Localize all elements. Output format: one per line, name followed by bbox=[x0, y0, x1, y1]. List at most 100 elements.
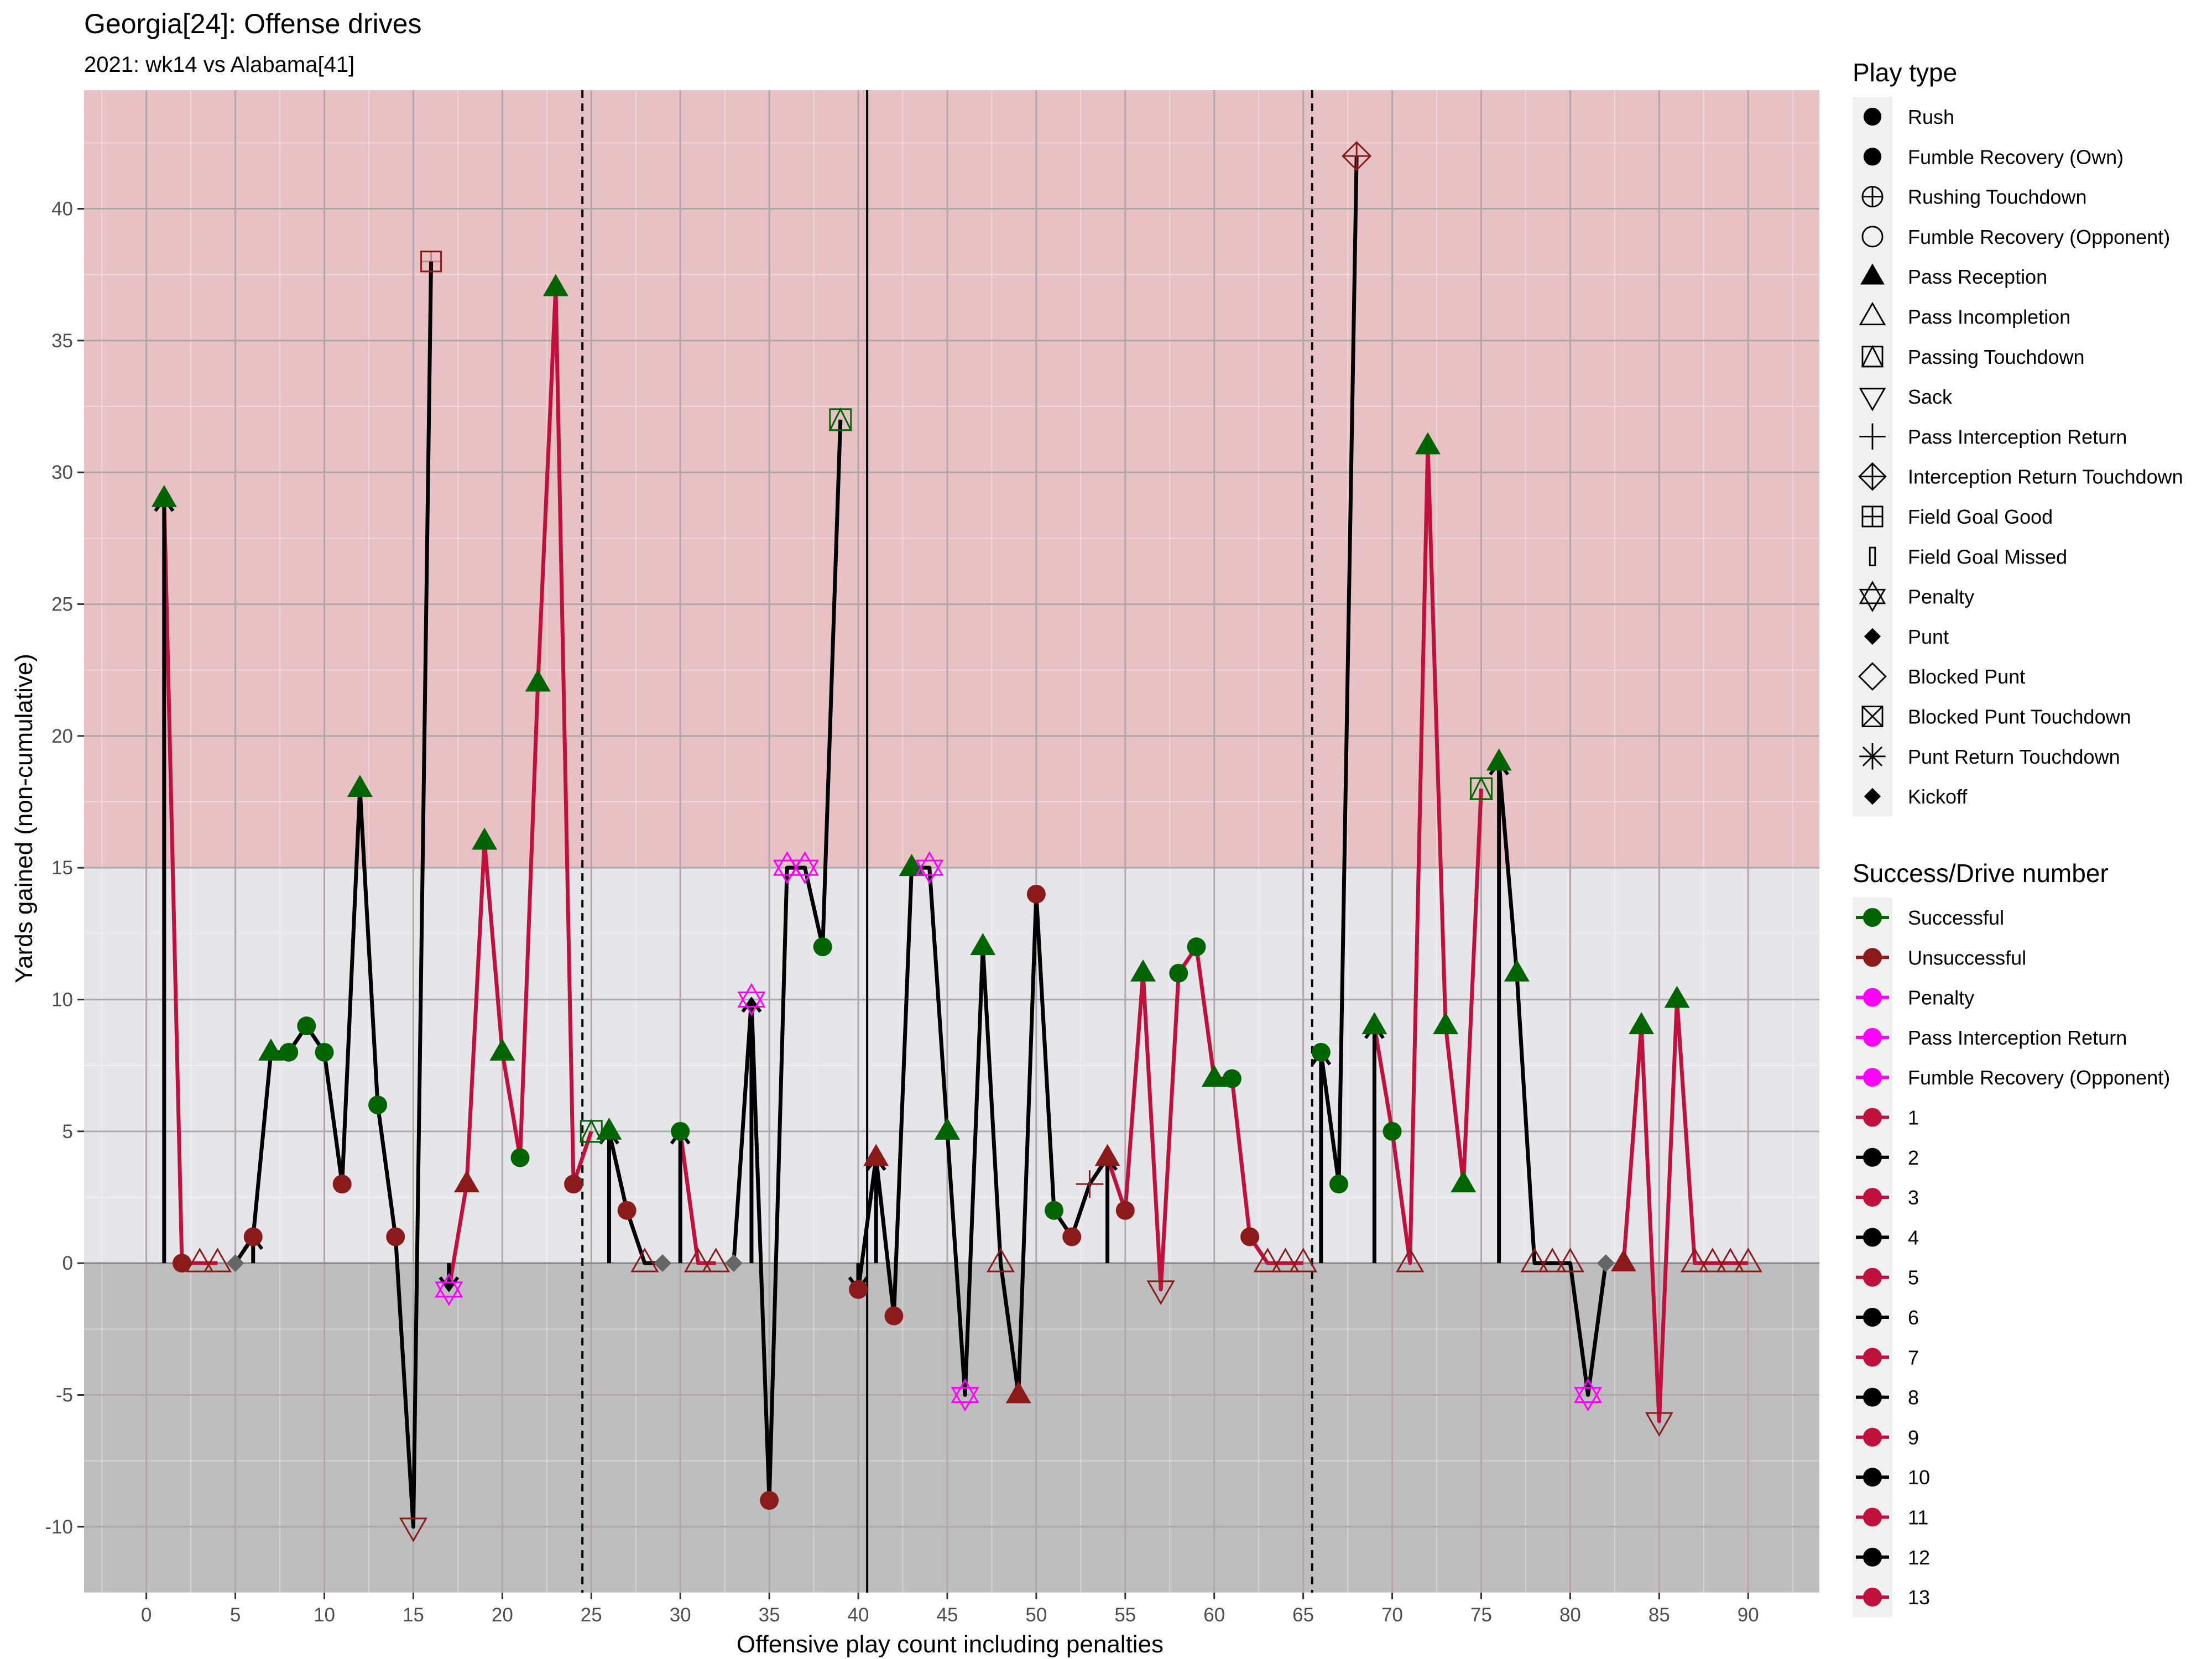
legend-label: Interception Return Touchdown bbox=[1908, 466, 2183, 488]
x-tick-label: 25 bbox=[581, 1604, 602, 1626]
play-point-29 bbox=[654, 1254, 671, 1272]
legend-label: 1 bbox=[1908, 1107, 1919, 1129]
x-tick-label: 70 bbox=[1381, 1604, 1403, 1626]
legend-dot-8 bbox=[1863, 1228, 1882, 1247]
legend-dot-16 bbox=[1863, 1547, 1882, 1567]
x-tick-label: 50 bbox=[1025, 1604, 1047, 1626]
legend-label: Pass Incompletion bbox=[1908, 306, 2070, 328]
legend-label: 2 bbox=[1908, 1146, 1919, 1169]
play-point-62 bbox=[1240, 1227, 1260, 1246]
data-points bbox=[151, 141, 1762, 1542]
play-point-38 bbox=[813, 937, 832, 957]
legend-label: Passing Touchdown bbox=[1908, 346, 2085, 368]
play-point-21 bbox=[510, 1148, 530, 1167]
play-point-37 bbox=[790, 851, 820, 885]
play-point-52 bbox=[1062, 1227, 1082, 1246]
play-point-12 bbox=[347, 775, 373, 797]
x-tick-label: 75 bbox=[1470, 1604, 1492, 1626]
y-tick-label: -5 bbox=[56, 1385, 73, 1406]
legend-dot-1 bbox=[1863, 948, 1882, 967]
legend-label: 11 bbox=[1908, 1506, 1928, 1529]
x-tick-label: 0 bbox=[141, 1604, 152, 1626]
legend-label: 5 bbox=[1908, 1266, 1919, 1289]
legend-label: Pass Reception bbox=[1908, 265, 2047, 288]
legend-label: Fumble Recovery (Opponent) bbox=[1908, 1066, 2170, 1089]
legend-label: 10 bbox=[1908, 1466, 1930, 1489]
play-point-14 bbox=[386, 1227, 405, 1246]
play-point-82 bbox=[1597, 1254, 1615, 1272]
legend-dot-10 bbox=[1863, 1308, 1882, 1327]
legend-key-1 bbox=[1863, 148, 1882, 166]
x-tick-label: 40 bbox=[848, 1604, 869, 1626]
play-point-80 bbox=[1556, 1248, 1585, 1272]
play-point-5 bbox=[226, 1254, 244, 1272]
legend-dot-9 bbox=[1863, 1267, 1882, 1287]
play-point-71 bbox=[1396, 1248, 1425, 1272]
legend-dot-0 bbox=[1863, 908, 1882, 927]
play-point-27 bbox=[617, 1201, 637, 1220]
x-tick-label: 15 bbox=[403, 1604, 424, 1626]
play-type-legend-title: Play type bbox=[1853, 58, 1957, 87]
legend-label: Kickoff bbox=[1908, 785, 1968, 808]
x-tick-label: 35 bbox=[759, 1604, 780, 1626]
play-point-13 bbox=[368, 1095, 388, 1115]
legend-label: Penalty bbox=[1908, 987, 1974, 1009]
legend-label: 4 bbox=[1908, 1226, 1919, 1249]
play-point-6 bbox=[243, 1227, 263, 1246]
legend-dot-3 bbox=[1863, 1027, 1882, 1047]
play-point-18 bbox=[453, 1170, 479, 1193]
legend-dot-15 bbox=[1863, 1507, 1882, 1527]
play-point-88 bbox=[1698, 1248, 1727, 1272]
legend-key-12 bbox=[1859, 581, 1886, 613]
play-point-32 bbox=[701, 1248, 731, 1272]
band-0 bbox=[84, 90, 1819, 868]
x-tick-label: 30 bbox=[670, 1604, 691, 1626]
legend-key-11 bbox=[1869, 546, 1876, 566]
play-point-76 bbox=[1486, 748, 1512, 771]
drive-start-arrowhead bbox=[439, 1276, 460, 1292]
legend-key-bg bbox=[1853, 898, 1892, 1618]
legend-key-16 bbox=[1859, 743, 1886, 770]
legend-label: Punt bbox=[1908, 625, 1949, 648]
play-point-70 bbox=[1383, 1121, 1402, 1141]
play-point-28 bbox=[630, 1248, 659, 1272]
play-point-59 bbox=[1187, 937, 1206, 957]
play-point-89 bbox=[1716, 1248, 1745, 1272]
play-point-10 bbox=[315, 1042, 334, 1062]
play-point-56 bbox=[1130, 959, 1156, 982]
play-point-22 bbox=[525, 669, 551, 692]
y-tick-label: 30 bbox=[51, 462, 73, 483]
y-tick-label: 40 bbox=[51, 199, 73, 220]
play-point-19 bbox=[472, 827, 498, 850]
play-point-68 bbox=[1342, 141, 1372, 171]
play-point-16 bbox=[420, 251, 442, 273]
x-tick-label: 5 bbox=[230, 1604, 241, 1626]
play-point-23 bbox=[542, 274, 568, 296]
legend-label: 8 bbox=[1908, 1386, 1919, 1409]
play-point-69 bbox=[1361, 1012, 1387, 1035]
play-point-84 bbox=[1629, 1012, 1655, 1035]
y-tick-label: 20 bbox=[51, 726, 73, 747]
drive-line-7 bbox=[1105, 945, 1303, 1292]
play-point-47 bbox=[970, 933, 996, 956]
legend-dot-11 bbox=[1863, 1348, 1882, 1367]
legend-key-bg bbox=[1853, 97, 1892, 817]
play-point-1 bbox=[151, 484, 177, 507]
play-point-7 bbox=[258, 1038, 284, 1061]
x-tick-label: 20 bbox=[492, 1604, 513, 1626]
x-tick-label: 45 bbox=[936, 1604, 958, 1626]
play-point-73 bbox=[1433, 1012, 1459, 1035]
play-point-64 bbox=[1271, 1248, 1300, 1272]
x-tick-label: 85 bbox=[1648, 1604, 1670, 1626]
x-tick-label: 60 bbox=[1203, 1604, 1225, 1626]
play-point-57 bbox=[1146, 1280, 1175, 1305]
play-point-65 bbox=[1289, 1248, 1318, 1272]
legend-label: Blocked Punt bbox=[1908, 665, 2025, 688]
y-tick-label: 10 bbox=[51, 989, 73, 1011]
x-tick-label: 80 bbox=[1559, 1604, 1581, 1626]
legend-key-14 bbox=[1858, 662, 1887, 691]
play-point-50 bbox=[1026, 884, 1046, 904]
play-point-87 bbox=[1681, 1248, 1709, 1272]
drive-line-11 bbox=[1621, 998, 1749, 1423]
legend-key-9 bbox=[1858, 462, 1887, 491]
